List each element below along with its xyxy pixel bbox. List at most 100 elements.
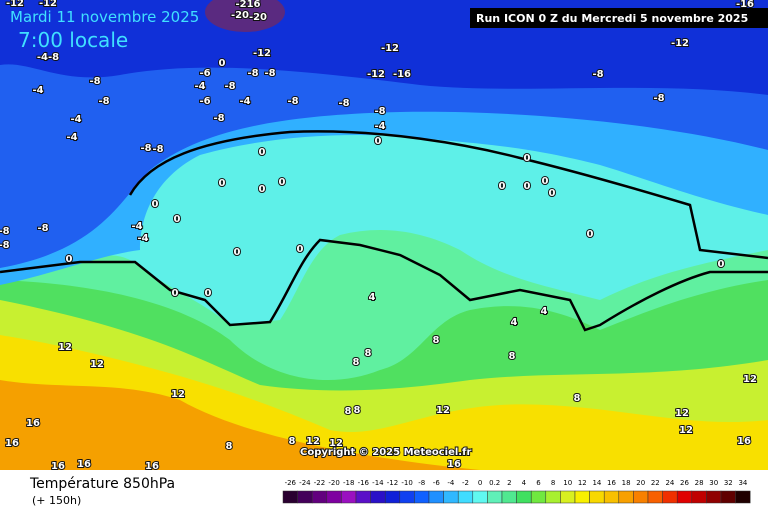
scale-cell: [530, 490, 547, 504]
isotherm-label: 8: [365, 348, 372, 359]
scale-cell: [384, 490, 401, 504]
isotherm-label: 12: [171, 389, 185, 400]
scale-cell: [370, 490, 386, 504]
isotherm-label: -216: [235, 0, 260, 10]
scale-cell: [472, 490, 488, 504]
isotherm-label: 4: [511, 317, 518, 328]
scale-label: -12: [387, 479, 398, 487]
scale-label: 34: [738, 479, 747, 487]
scale-label: 20: [636, 479, 645, 487]
scale-label: -2: [462, 479, 469, 487]
isotherm-label: 0: [234, 247, 241, 258]
isotherm-label: 0: [279, 177, 286, 188]
isotherm-label: -6: [199, 96, 210, 107]
isotherm-label: 0: [174, 214, 181, 225]
isotherm-label: -12: [367, 69, 385, 80]
scale-cell: [501, 490, 517, 504]
scale-cell: [443, 490, 459, 504]
scale-label: 12: [578, 479, 587, 487]
scale-label: 8: [551, 479, 555, 487]
scale-label: 0: [478, 479, 482, 487]
isotherm-label: 8: [574, 393, 581, 404]
scale-cell: [603, 490, 620, 504]
isotherm-label: -8: [0, 226, 10, 237]
isotherm-label: -12: [671, 38, 689, 49]
scale-cell: [589, 490, 605, 504]
isotherm-label: -4-8: [37, 52, 59, 63]
scale-label: 6: [536, 479, 541, 487]
scale-cell: [560, 490, 576, 504]
isotherm-label: -20: [231, 10, 249, 21]
isotherm-label: -8: [37, 223, 48, 234]
isotherm-label: -8: [287, 96, 298, 107]
isotherm-label: -8: [338, 98, 349, 109]
isotherm-label: -8: [0, 240, 10, 251]
isotherm-label: 0: [542, 176, 549, 187]
isotherm-label: 0: [259, 184, 266, 195]
isotherm-label: 0: [219, 58, 226, 69]
isotherm-label: -12: [39, 0, 57, 9]
scale-cell: [662, 490, 678, 504]
isotherm-label: 0: [524, 181, 531, 192]
isotherm-label: 12: [306, 436, 320, 447]
isotherm-label: -16: [736, 0, 754, 10]
scale-label: -22: [314, 479, 325, 487]
scale-cell: [487, 490, 503, 504]
scale-label: 4: [522, 479, 527, 487]
isotherm-label: -8: [89, 76, 100, 87]
scale-label: 10: [563, 479, 572, 487]
isotherm-label: -4: [239, 96, 250, 107]
isotherm-label: 0: [499, 181, 506, 192]
scale-cell: [428, 490, 444, 504]
scale-cell: [633, 490, 649, 504]
run-box: [470, 8, 768, 28]
isotherm-label: -4: [194, 81, 205, 92]
isotherm-label: -8: [653, 93, 664, 104]
isotherm-label: 0: [524, 153, 531, 164]
forecast-step: (+ 150h): [32, 494, 81, 507]
isotherm-label: -8: [247, 68, 258, 79]
isotherm-label: 16: [5, 438, 19, 449]
isotherm-label: 0: [549, 188, 556, 199]
scale-cell: [735, 490, 751, 504]
scale-cell: [399, 490, 415, 504]
isotherm-label: -6: [199, 68, 210, 79]
scale-label: 28: [695, 479, 704, 487]
isotherm-label: 0: [152, 199, 159, 210]
scale-label: 26: [680, 479, 689, 487]
isotherm-label: 0: [66, 254, 73, 265]
isotherm-labels: -12 -12 -216-20 -20-12 -12-16-12-4-8-12 -16 -8…: [0, 0, 758, 473]
scale-label: 14: [592, 479, 601, 487]
isotherm-label: 16: [737, 436, 751, 447]
isotherm-label: -8: [224, 81, 235, 92]
isotherm-label: 16: [51, 461, 65, 472]
isotherm-label: 16: [77, 459, 91, 470]
scale-label: -20: [328, 479, 339, 487]
isotherm-label: -12: [6, 0, 24, 9]
isotherm-label: 16: [145, 461, 159, 472]
scale-label: -6: [433, 479, 441, 487]
scale-label: 16: [607, 479, 616, 487]
scale-cell: [516, 490, 532, 504]
isotherm-label: 12: [743, 374, 757, 385]
isotherm-label: 8: [289, 436, 296, 447]
color-scale: -26 -24 -22 -20 -18 -16 -14 -12 -10 -8 -6 -4 -2 0 0.2 2…: [282, 479, 751, 504]
isotherm-label: -4: [32, 85, 43, 96]
scale-cell: [282, 490, 298, 504]
isotherm-label: -8: [592, 69, 603, 80]
scale-cell: [720, 490, 736, 504]
isotherm-label: -12: [381, 43, 399, 54]
scale-cell: [676, 490, 693, 504]
isotherm-label: 12: [675, 408, 689, 419]
isotherm-label: 12: [90, 359, 104, 370]
isotherm-label: -4: [137, 233, 148, 244]
scale-cell: [706, 490, 722, 504]
isotherm-label: -8: [213, 113, 224, 124]
scale-cell: [341, 490, 357, 504]
isotherm-label: 12: [58, 342, 72, 353]
scale-label: 18: [622, 479, 631, 487]
isotherm-label: 16: [447, 459, 461, 470]
isotherm-label: -12: [253, 48, 271, 59]
isotherm-label: -8: [98, 96, 109, 107]
